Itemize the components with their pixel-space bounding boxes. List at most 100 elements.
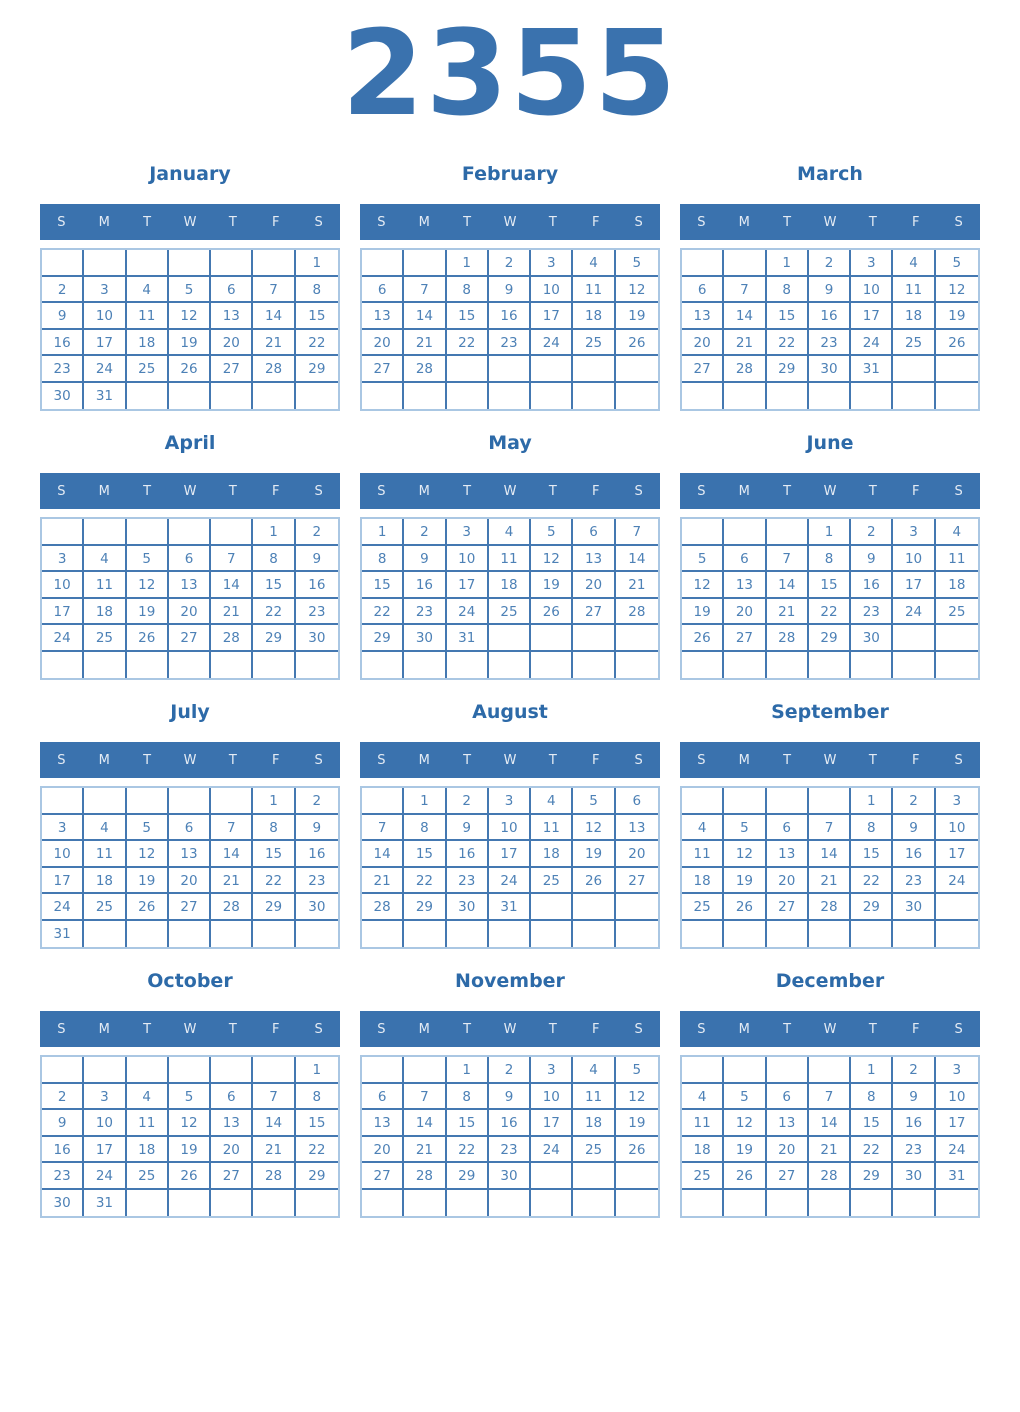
day-cell: 3 [531, 1057, 574, 1084]
empty-day-cell [936, 383, 978, 410]
empty-day-cell [127, 1189, 169, 1217]
day-cell: 7 [253, 1083, 296, 1111]
day-cell: 31 [84, 1189, 127, 1217]
empty-day-cell [531, 382, 574, 410]
day-cell: 7 [615, 519, 658, 546]
day-cell: 15 [404, 841, 447, 868]
day-cell: 15 [253, 572, 296, 599]
empty-day-cell [531, 625, 574, 652]
weekday-label: S [377, 1021, 386, 1037]
empty-day-cell [893, 920, 936, 948]
empty-day-cell [682, 788, 725, 815]
day-cell: 11 [682, 841, 725, 868]
month-title: December [775, 970, 885, 993]
day-cell: 15 [851, 841, 894, 868]
day-cell: 26 [935, 330, 978, 357]
day-cell: 13 [766, 1110, 809, 1137]
day-cell: 31 [851, 356, 894, 383]
day-cell: 10 [531, 276, 574, 304]
weekday-label: S [377, 483, 386, 499]
month-table: 1 2 3 4 5 6 7 8 9 10 11 12 13 14 15 16 17 18 19 20 21 22 23 24 2… [360, 248, 660, 412]
day-cell: 16 [893, 841, 936, 868]
empty-day-cell [296, 652, 338, 679]
empty-day-cell [168, 1057, 212, 1084]
day-cell: 5 [168, 276, 212, 304]
empty-day-cell [447, 1189, 489, 1217]
day-cell: 13 [724, 572, 767, 599]
empty-day-cell [616, 383, 658, 410]
weekday-label: S [954, 752, 963, 768]
weekday-label: T [783, 1021, 792, 1037]
day-cell: 21 [253, 329, 296, 357]
day-cell: 12 [615, 277, 658, 304]
day-cell: 22 [253, 598, 296, 626]
day-cell: 30 [893, 1163, 936, 1190]
weekday-label: T [783, 214, 792, 230]
day-cell: 25 [893, 329, 936, 357]
day-cell: 27 [615, 868, 658, 895]
day-cell: 8 [851, 814, 894, 842]
day-cell: 8 [253, 814, 296, 842]
day-cell: 1 [362, 519, 405, 546]
weekday-label: S [314, 483, 323, 499]
day-cell: 7 [404, 1083, 447, 1111]
weekday-label: W [503, 214, 517, 230]
day-cell: 26 [126, 625, 169, 652]
empty-day-cell [935, 356, 978, 383]
day-cell: 11 [682, 1110, 725, 1137]
empty-day-cell [531, 356, 574, 383]
day-cell: 11 [573, 276, 616, 304]
day-cell: 20 [211, 329, 254, 357]
weekday-label: S [954, 214, 963, 230]
day-cell: 9 [42, 1110, 85, 1137]
day-cell: 6 [766, 814, 809, 842]
day-cell: 16 [446, 841, 489, 868]
weekday-label: F [911, 214, 920, 230]
weekday-label: S [697, 214, 706, 230]
empty-day-cell [168, 788, 212, 815]
empty-day-cell [851, 651, 894, 679]
empty-day-cell [362, 651, 405, 679]
empty-day-cell [211, 788, 254, 815]
day-cell: 1 [851, 788, 894, 815]
day-cell: 24 [531, 1136, 574, 1164]
month-title: August [472, 701, 548, 724]
day-cell: 6 [211, 276, 254, 304]
weekday-label: T [783, 483, 792, 499]
day-cell: 29 [295, 356, 338, 383]
day-cell: 8 [446, 1083, 489, 1111]
day-cell: 27 [168, 625, 212, 652]
weekday-label: S [314, 752, 323, 768]
day-cell: 29 [253, 625, 296, 652]
empty-day-cell [808, 788, 852, 815]
day-cell: 24 [935, 1137, 978, 1164]
day-cell: 15 [295, 303, 338, 330]
day-cell: 23 [851, 598, 894, 626]
weekday-label: W [823, 752, 837, 768]
empty-day-cell [531, 1163, 574, 1190]
day-cell: 22 [253, 867, 296, 895]
day-cell: 11 [84, 841, 127, 868]
day-cell: 11 [573, 1083, 616, 1111]
day-cell: 16 [893, 1110, 936, 1137]
empty-day-cell [682, 1189, 725, 1217]
day-cell: 21 [362, 867, 405, 895]
empty-day-cell [809, 920, 852, 948]
empty-day-cell [168, 519, 212, 546]
day-cell: 13 [573, 545, 616, 573]
weekday-label: W [503, 483, 517, 499]
empty-day-cell [211, 250, 254, 277]
empty-day-cell [531, 920, 574, 948]
weekday-label: F [271, 752, 280, 768]
weekday-label: F [911, 752, 920, 768]
empty-day-cell [531, 651, 574, 679]
day-cell: 2 [295, 788, 338, 815]
day-cell: 18 [573, 1110, 616, 1137]
weekday-label: T [463, 1021, 472, 1037]
day-cell: 21 [808, 867, 852, 895]
day-cell: 20 [168, 598, 212, 626]
